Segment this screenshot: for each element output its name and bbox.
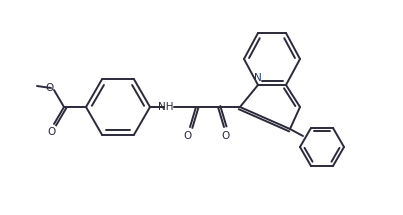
Text: O: O [184, 131, 192, 141]
Text: O: O [48, 127, 56, 137]
Text: O: O [222, 131, 230, 141]
Text: NH: NH [158, 102, 174, 112]
Text: N: N [254, 73, 262, 83]
Text: O: O [46, 83, 54, 93]
